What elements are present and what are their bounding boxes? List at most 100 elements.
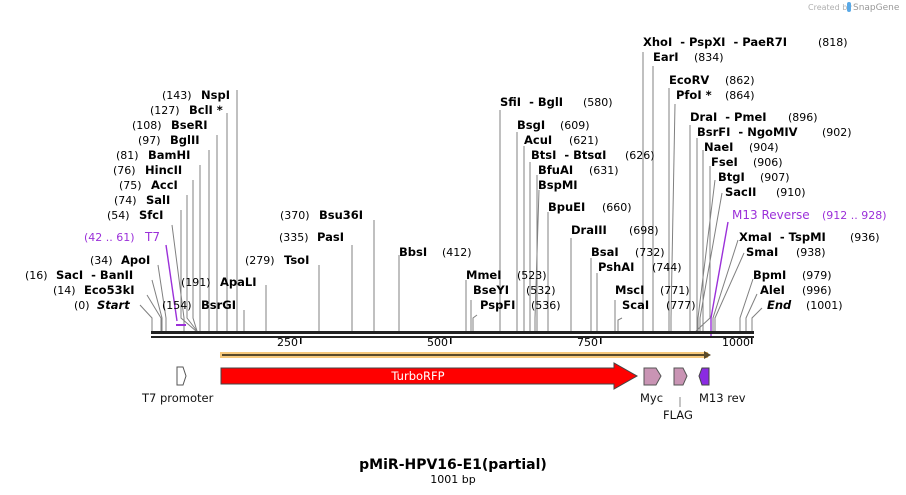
- svg-text:BbsI: BbsI: [399, 245, 427, 259]
- enzyme-bsrfi-ngomiv[interactable]: BsrFI - NgoMIV (902): [697, 125, 852, 139]
- enzyme-pasi[interactable]: (335) PasI: [279, 230, 344, 244]
- svg-text:NspI: NspI: [201, 88, 230, 102]
- svg-text:(621): (621): [569, 134, 599, 147]
- enzyme-bsai[interactable]: BsaI (732): [591, 245, 665, 259]
- enzyme-draiii[interactable]: DraIII (698): [571, 223, 659, 237]
- enzyme-hincii[interactable]: (76) HincII: [113, 163, 182, 177]
- primer-m13-range: (912 .. 928): [822, 209, 887, 222]
- enzyme-smai[interactable]: SmaI (938): [746, 245, 826, 259]
- enzyme-bspmi[interactable]: BspMI: [538, 178, 578, 192]
- enzyme-sfci[interactable]: (54) SfcI: [107, 208, 163, 222]
- svg-text:(910): (910): [776, 186, 806, 199]
- enzyme-pfoi[interactable]: PfoI * (864): [676, 88, 755, 102]
- svg-text:Eco53kI: Eco53kI: [84, 283, 135, 297]
- enzyme-bfuai[interactable]: BfuAI (631): [538, 163, 619, 177]
- enzyme-bseri[interactable]: (108) BseRI: [132, 118, 208, 132]
- svg-text:BsrFI - NgoMIV: BsrFI - NgoMIV: [697, 125, 798, 139]
- brand-text: SnapGene: [853, 3, 900, 13]
- enzyme-sfii-bgli[interactable]: SfiI - BglI (580): [500, 95, 613, 109]
- feature-t7-promoter[interactable]: T7 promoter: [141, 366, 214, 405]
- enzyme-apali[interactable]: (191) ApaLI: [181, 275, 257, 289]
- enzyme-sacii[interactable]: SacII (910): [725, 185, 806, 199]
- primer-m13-reverse[interactable]: M13 Reverse (912 .. 928): [732, 208, 887, 222]
- svg-text:(523): (523): [517, 269, 547, 282]
- enzyme-end[interactable]: End (1001): [767, 298, 843, 312]
- enzyme-ecorv[interactable]: EcoRV (862): [669, 73, 755, 87]
- enzyme-bglii[interactable]: (97) BglII: [138, 133, 200, 147]
- svg-text:BsaI: BsaI: [591, 245, 619, 259]
- enzyme-bpuei[interactable]: BpuEI (660): [548, 200, 632, 214]
- svg-text:SmaI: SmaI: [746, 245, 778, 259]
- svg-text:EcoRV: EcoRV: [669, 73, 709, 87]
- enzyme-btsi-btsai[interactable]: BtsI - BtsαI (626): [531, 148, 655, 162]
- enzyme-xhoi-pspxi-paer7i[interactable]: XhoI - PspXI - PaeR7I (818): [643, 35, 848, 49]
- m13-rev-arrow-icon: [698, 367, 710, 386]
- svg-text:(732): (732): [635, 246, 665, 259]
- t7-promoter-label: T7 promoter: [141, 391, 214, 405]
- enzyme-nspi[interactable]: (143) NspI: [162, 88, 230, 102]
- enzyme-bsrgi[interactable]: (154) BsrGI: [162, 298, 236, 312]
- enzyme-acui[interactable]: AcuI (621): [524, 133, 599, 147]
- svg-text:AcuI: AcuI: [524, 133, 552, 147]
- svg-text:(108): (108): [132, 119, 162, 132]
- svg-text:PfoI *: PfoI *: [676, 88, 712, 102]
- svg-text:BtsI - BtsαI: BtsI - BtsαI: [531, 148, 606, 162]
- enzyme-acci[interactable]: (75) AccI: [119, 178, 178, 192]
- enzyme-xmai-tspmi[interactable]: XmaI - TspMI (936): [739, 230, 880, 244]
- svg-text:BclI *: BclI *: [189, 103, 223, 117]
- svg-text:FseI: FseI: [711, 155, 738, 169]
- feature-m13-rev[interactable]: M13 rev: [698, 367, 746, 405]
- svg-text:SfcI: SfcI: [139, 208, 163, 222]
- enzyme-tsoi[interactable]: (279) TsoI: [245, 253, 309, 267]
- enzyme-fsei[interactable]: FseI (906): [711, 155, 783, 169]
- primer-m13-name: M13 Reverse: [732, 208, 810, 222]
- svg-text:BsgI: BsgI: [517, 118, 545, 132]
- svg-text:XmaI - TspMI: XmaI - TspMI: [739, 230, 826, 244]
- svg-text:AleI: AleI: [760, 283, 785, 297]
- enzyme-bbsi[interactable]: BbsI (412): [399, 245, 472, 259]
- enzyme-eco53ki[interactable]: (14) Eco53kI: [53, 283, 135, 297]
- feature-turborfp[interactable]: TurboRFP: [220, 362, 639, 390]
- feature-myc[interactable]: Myc: [640, 367, 663, 405]
- enzyme-bsgi[interactable]: BsgI (609): [517, 118, 590, 132]
- enzyme-start[interactable]: (0) Start: [74, 298, 130, 312]
- orf-arrow[interactable]: [220, 351, 711, 359]
- svg-text:(609): (609): [560, 119, 590, 132]
- svg-text:(862): (862): [725, 74, 755, 87]
- primer-t7[interactable]: (42 .. 61) T7: [84, 230, 160, 244]
- svg-text:BpuEI: BpuEI: [548, 200, 585, 214]
- svg-text:DraIII: DraIII: [571, 223, 607, 237]
- enzyme-bsu36i[interactable]: (370) Bsu36I: [280, 208, 363, 222]
- svg-text:(97): (97): [138, 134, 161, 147]
- enzyme-alei[interactable]: AleI (996): [760, 283, 832, 297]
- enzyme-bseyi[interactable]: BseYI (532): [473, 283, 556, 297]
- enzyme-eari[interactable]: EarI (834): [653, 50, 724, 64]
- feature-flag[interactable]: FLAG: [663, 367, 693, 422]
- enzyme-bcli[interactable]: (127) BclI *: [150, 103, 223, 117]
- enzyme-naei[interactable]: NaeI (904): [704, 140, 779, 154]
- enzyme-pshai[interactable]: PshAI (744): [598, 260, 682, 274]
- enzyme-saci-banii[interactable]: (16) SacI - BanII: [25, 268, 133, 282]
- enzyme-mmei[interactable]: MmeI (523): [466, 268, 547, 282]
- enzyme-pspfi[interactable]: PspFI (536): [480, 298, 561, 312]
- svg-text:BamHI: BamHI: [148, 148, 190, 162]
- enzyme-bamhi[interactable]: (81) BamHI: [116, 148, 190, 162]
- svg-text:BseYI: BseYI: [473, 283, 509, 297]
- svg-text:(906): (906): [753, 156, 783, 169]
- svg-text:(660): (660): [602, 201, 632, 214]
- svg-text:AccI: AccI: [151, 178, 178, 192]
- svg-text:EarI: EarI: [653, 50, 679, 64]
- enzyme-btgi[interactable]: BtgI (907): [718, 170, 790, 184]
- svg-text:BpmI: BpmI: [753, 268, 786, 282]
- enzyme-sali[interactable]: (74) SalI: [114, 193, 170, 207]
- enzyme-scai[interactable]: ScaI (777): [622, 298, 696, 312]
- tick-750: 750: [577, 336, 598, 349]
- enzyme-bpmi[interactable]: BpmI (979): [753, 268, 832, 282]
- svg-text:BtgI: BtgI: [718, 170, 745, 184]
- enzyme-drai-pmei[interactable]: DraI - PmeI (896): [690, 110, 818, 124]
- svg-text:End: End: [767, 298, 792, 312]
- tick-1000: 1000: [722, 336, 750, 349]
- enzyme-apoi[interactable]: (34) ApoI: [90, 253, 150, 267]
- enzyme-msci[interactable]: MscI (771): [615, 283, 690, 297]
